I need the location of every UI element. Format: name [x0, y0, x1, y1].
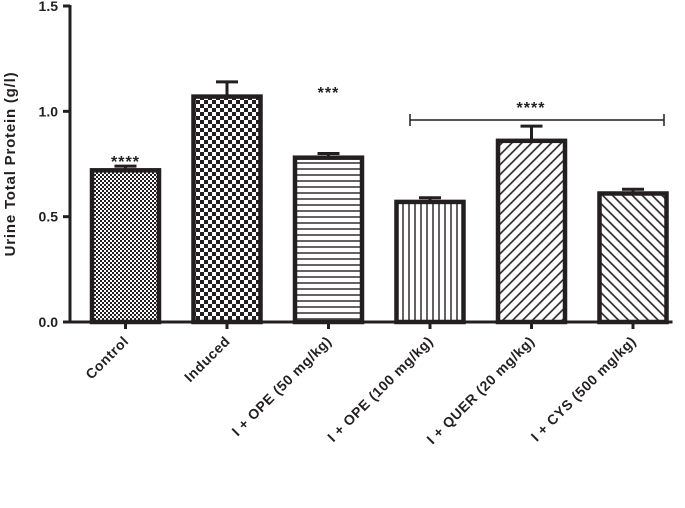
y-tick-label: 1.0	[39, 103, 59, 119]
bar-3	[394, 199, 466, 325]
significance-label: ****	[111, 154, 140, 171]
bar-0	[89, 168, 162, 325]
bar-1	[191, 94, 263, 325]
category-label: Induced	[181, 333, 233, 385]
significance-label: ****	[517, 100, 546, 117]
significance-label: ***	[318, 85, 340, 102]
category-label: I + OPE (100 mg/kg)	[324, 333, 436, 445]
category-label: I + OPE (50 mg/kg)	[228, 333, 334, 439]
y-tick-label: 1.5	[39, 0, 59, 14]
category-label: I + CYS (500 mg/kg)	[528, 333, 640, 445]
y-tick-label: 0.0	[39, 314, 59, 330]
category-label: Control	[82, 333, 131, 382]
bar-5	[597, 191, 669, 325]
category-label: I + QUER (20 mg/kg)	[423, 333, 537, 447]
bar-4	[495, 138, 568, 325]
annotations: ***********	[111, 85, 665, 171]
bars	[89, 80, 669, 325]
y-axis-label: Urine Total Protein (g/l)	[2, 72, 19, 257]
bar-2	[292, 155, 365, 325]
y-tick-label: 0.5	[39, 209, 59, 225]
